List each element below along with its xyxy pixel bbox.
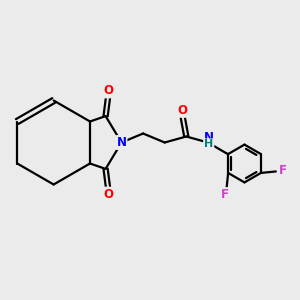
Text: O: O [177, 104, 187, 117]
Text: F: F [221, 188, 229, 201]
Text: N: N [204, 131, 214, 144]
Text: F: F [278, 164, 286, 177]
Text: H: H [205, 139, 214, 149]
Text: N: N [116, 136, 127, 149]
Text: O: O [103, 188, 114, 201]
Text: O: O [103, 84, 114, 98]
